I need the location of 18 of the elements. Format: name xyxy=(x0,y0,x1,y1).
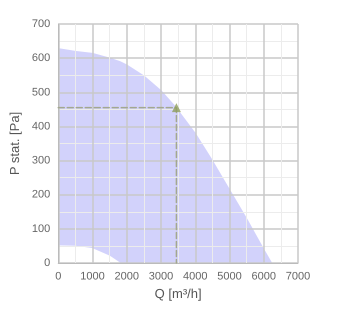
y-tick-label: 0 xyxy=(44,257,50,269)
y-tick-label: 200 xyxy=(32,188,50,201)
y-tick-label: 500 xyxy=(32,86,50,98)
x-tick-label: 6000 xyxy=(252,270,276,282)
y-tick-label: 600 xyxy=(32,52,50,64)
y-tick-label: 300 xyxy=(32,154,50,167)
x-tick-label: 3000 xyxy=(148,270,174,282)
y-tick-label: 700 xyxy=(32,18,50,30)
x-tick-label: 5000 xyxy=(217,270,242,282)
x-tick-label: 0 xyxy=(55,270,62,282)
x-tick-label: 2000 xyxy=(114,270,139,282)
x-tick-label: 4000 xyxy=(183,270,208,282)
y-tick-label: 400 xyxy=(32,120,50,132)
x-tick-label: 7000 xyxy=(286,270,310,282)
y-axis-title: P stat. [Pa] xyxy=(7,112,22,176)
x-tick-label: 1000 xyxy=(80,270,105,282)
y-tick-label: 100 xyxy=(32,222,50,235)
x-axis-title: Q [m³/h] xyxy=(154,286,202,301)
